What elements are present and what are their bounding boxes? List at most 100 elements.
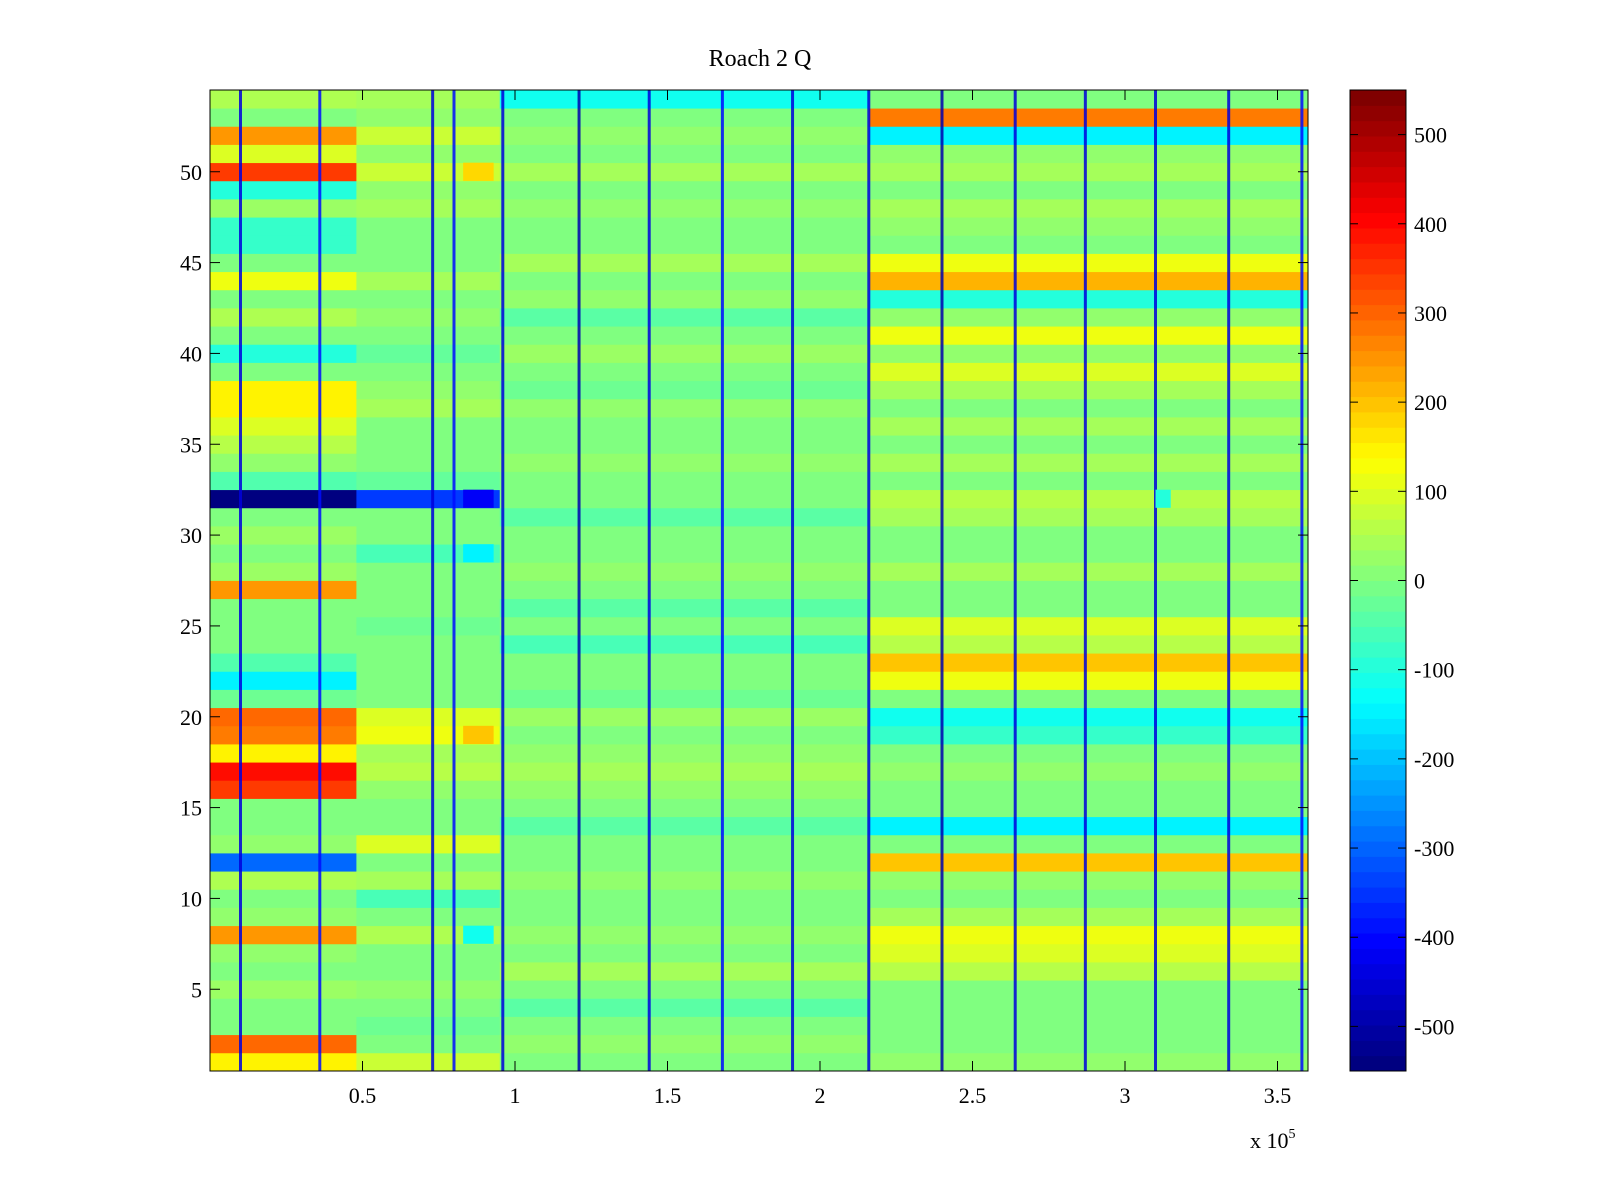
heatmap-cell (868, 253, 1309, 273)
heatmap-cell (868, 362, 1309, 382)
heatmap-cell (868, 435, 1309, 454)
heatmap-cell (499, 834, 870, 854)
heatmap-cell (868, 744, 1309, 763)
heatmap-cell (868, 544, 1309, 563)
heatmap-cell (356, 689, 501, 709)
heatmap-cell (868, 417, 1309, 436)
colorbar-swatch (1350, 1025, 1406, 1041)
colorbar-swatch (1350, 657, 1406, 673)
heatmap-cell (868, 889, 1309, 908)
y-tick-label: 10 (180, 886, 202, 911)
colorbar-swatch (1350, 902, 1406, 919)
heatmap-cell (356, 616, 501, 636)
heatmap-cell (210, 998, 357, 1017)
heatmap-stripe (1300, 90, 1304, 1071)
heatmap-cell (868, 507, 1309, 527)
heatmap-cell (868, 671, 1309, 690)
heatmap-cell (499, 326, 870, 345)
x-multiplier-exponent: 5 (1289, 1127, 1296, 1142)
heatmap-cell (210, 271, 357, 291)
colorbar-tick-label: 0 (1414, 569, 1425, 594)
heatmap-cell (210, 671, 357, 690)
colorbar-swatch (1350, 672, 1406, 689)
plot-frame (209, 89, 1309, 1072)
colorbar-swatch (1350, 411, 1406, 428)
colorbar-tick-label: 400 (1414, 212, 1447, 237)
colorbar-swatch (1350, 197, 1406, 214)
heatmap-cell (210, 380, 357, 400)
heatmap-cell (868, 962, 1309, 981)
heatmap-cell (210, 798, 357, 818)
colorbar-swatch (1350, 350, 1406, 367)
heatmap-cell (210, 471, 357, 491)
x-multiplier-base: x 10 (1250, 1128, 1289, 1153)
heatmap-cell (499, 435, 870, 454)
heatmap-cell (868, 199, 1309, 218)
heatmap-cell (499, 998, 870, 1017)
heatmap-cell (356, 417, 501, 436)
heatmap-cell (868, 598, 1309, 618)
heatmap-cell (499, 689, 870, 709)
y-tick-label: 45 (180, 251, 202, 276)
heatmap-cell (499, 725, 870, 745)
heatmap-cell (210, 199, 357, 218)
heatmap-cell (868, 925, 1309, 945)
x-tick-label: 1 (510, 1083, 521, 1108)
heatmap-cell (210, 580, 357, 600)
heatmap-block (463, 489, 494, 508)
heatmap-cell (356, 126, 501, 145)
heatmap-cell (499, 362, 870, 382)
heatmap-cell (210, 417, 357, 436)
colorbar-swatch (1350, 810, 1406, 827)
heatmap-cell (356, 326, 501, 345)
heatmap-cell (499, 544, 870, 563)
colorbar-swatch (1350, 120, 1406, 137)
colorbar-tick-label: -400 (1414, 925, 1454, 950)
heatmap-cell (868, 943, 1309, 963)
heatmap-cell (210, 962, 357, 981)
heatmap-cell (499, 853, 870, 872)
heatmap-cell (210, 707, 357, 727)
heatmap-cell (868, 689, 1309, 709)
heatmap-cell (356, 798, 501, 818)
heatmap-blocks (463, 162, 1171, 944)
heatmap-cell (499, 489, 870, 509)
heatmap-cell (210, 853, 357, 872)
heatmap-cell (356, 816, 501, 836)
heatmap-cell (210, 598, 357, 618)
heatmap-cell (868, 489, 1309, 509)
heatmap-cell (210, 1052, 357, 1072)
heatmap-cell (356, 943, 501, 963)
heatmap-cell (356, 108, 501, 127)
heatmap-cell (868, 998, 1309, 1017)
heatmap-cell (356, 380, 501, 400)
colorbar-swatch (1350, 856, 1406, 873)
heatmap-stripe (1154, 90, 1157, 1071)
heatmap-cell (356, 834, 501, 854)
colorbar-swatch (1350, 626, 1406, 643)
x-tick-label: 0.5 (349, 1083, 377, 1108)
heatmap-cell (356, 253, 501, 273)
heatmap-cell (356, 235, 501, 254)
heatmap-cell (356, 853, 501, 872)
heatmap-cell (499, 943, 870, 963)
heatmap-cell (210, 562, 357, 581)
heatmap-cell (868, 1034, 1309, 1054)
colorbar: 500 400 300 200 100 0 -100 -200 -300 -400 -500 (1349, 89, 1454, 1072)
heatmap-cell (356, 580, 501, 600)
heatmap-cell (868, 289, 1309, 309)
heatmap-cell (210, 780, 357, 799)
heatmap-cell (210, 689, 357, 709)
heatmap-cell (356, 144, 501, 164)
heatmap-cell (356, 671, 501, 690)
heatmap-block (463, 544, 494, 563)
colorbar-swatch (1350, 917, 1406, 934)
colorbar-tick-label: -200 (1414, 747, 1454, 772)
heatmap-cell (868, 380, 1309, 400)
heatmap-cell (868, 653, 1309, 672)
heatmap-cell (499, 126, 870, 145)
heatmap-cell (356, 707, 501, 727)
heatmap-cell (868, 308, 1309, 327)
heatmap-cell (356, 289, 501, 309)
heatmap-cell (499, 889, 870, 908)
